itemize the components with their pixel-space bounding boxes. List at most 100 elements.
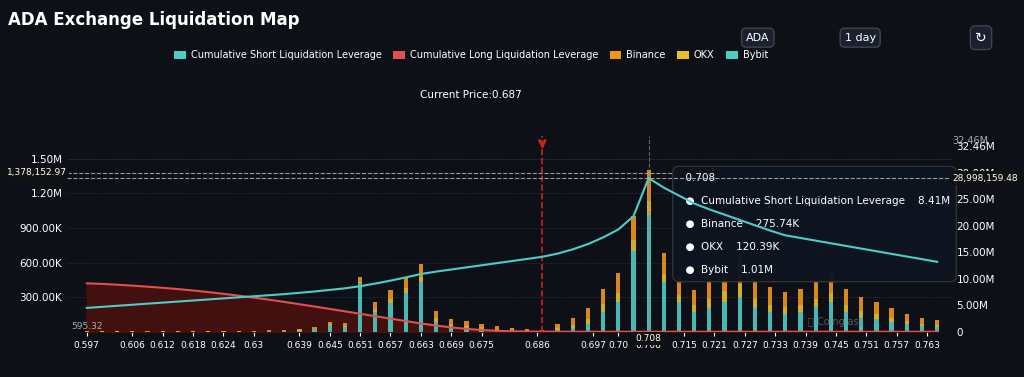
Bar: [813, 281, 818, 299]
Bar: [737, 297, 741, 332]
Bar: [312, 328, 316, 329]
Bar: [373, 302, 378, 309]
Bar: [828, 273, 833, 293]
Bar: [358, 284, 362, 332]
Bar: [282, 331, 287, 332]
Text: ADA Exchange Liquidation Map: ADA Exchange Liquidation Map: [8, 11, 300, 29]
Bar: [662, 274, 666, 282]
Bar: [388, 290, 392, 299]
Bar: [388, 303, 392, 332]
Text: Current Price:0.687: Current Price:0.687: [420, 90, 522, 101]
Bar: [464, 328, 469, 332]
Text: 595.32: 595.32: [72, 322, 103, 331]
Text: 💹 Coinglass: 💹 Coinglass: [808, 317, 864, 327]
Bar: [297, 330, 301, 331]
Bar: [495, 329, 499, 330]
Legend: Cumulative Short Liquidation Leverage, Cumulative Long Liquidation Leverage, Bin: Cumulative Short Liquidation Leverage, C…: [170, 46, 772, 64]
Bar: [358, 282, 362, 284]
Bar: [692, 305, 696, 312]
Bar: [343, 326, 347, 332]
Text: ADA: ADA: [746, 33, 769, 43]
Bar: [904, 321, 909, 324]
Bar: [328, 324, 332, 325]
Text: 1 day: 1 day: [845, 33, 876, 43]
Bar: [495, 330, 499, 332]
Bar: [373, 312, 378, 332]
Bar: [692, 312, 696, 332]
Bar: [768, 305, 772, 312]
Bar: [328, 322, 332, 324]
Bar: [403, 293, 408, 332]
Bar: [510, 330, 514, 332]
Bar: [343, 325, 347, 326]
Bar: [708, 308, 712, 332]
Bar: [358, 277, 362, 282]
Bar: [570, 328, 574, 332]
Bar: [737, 255, 741, 284]
Bar: [267, 331, 271, 332]
Bar: [586, 324, 590, 332]
Bar: [935, 325, 939, 327]
Bar: [662, 253, 666, 274]
Bar: [646, 215, 651, 332]
Bar: [828, 302, 833, 332]
Bar: [586, 319, 590, 324]
Bar: [737, 284, 741, 297]
Bar: [722, 267, 727, 291]
Bar: [601, 289, 605, 304]
Bar: [312, 329, 316, 332]
Bar: [646, 201, 651, 215]
Text: 1,378,152.97: 1,378,152.97: [6, 169, 67, 177]
Bar: [874, 319, 879, 332]
Text: 0.708

  ●  Cumulative Short Liquidation Leverage    8.41M

  ●  Binance    275.: 0.708 ● Cumulative Short Liquidation Lev…: [679, 173, 950, 276]
Bar: [677, 277, 681, 295]
Text: 32.46M: 32.46M: [952, 136, 988, 146]
Bar: [601, 304, 605, 312]
Bar: [616, 302, 621, 332]
Bar: [373, 309, 378, 312]
Bar: [343, 323, 347, 325]
Bar: [890, 317, 894, 322]
Bar: [692, 290, 696, 305]
Bar: [541, 331, 545, 332]
Bar: [890, 308, 894, 317]
Bar: [632, 240, 636, 251]
Bar: [799, 289, 803, 305]
Bar: [844, 305, 848, 312]
Bar: [844, 290, 848, 305]
Bar: [479, 327, 483, 329]
Bar: [783, 293, 787, 307]
Bar: [434, 318, 438, 322]
Bar: [586, 308, 590, 319]
Bar: [768, 312, 772, 332]
Bar: [753, 308, 757, 332]
Bar: [403, 288, 408, 293]
Bar: [753, 279, 757, 299]
Bar: [555, 328, 560, 330]
Bar: [450, 324, 454, 327]
Bar: [813, 307, 818, 332]
Bar: [525, 331, 529, 332]
Bar: [859, 297, 863, 311]
Bar: [495, 326, 499, 329]
Bar: [616, 293, 621, 302]
Bar: [403, 277, 408, 288]
Bar: [479, 329, 483, 332]
Bar: [783, 314, 787, 332]
Bar: [722, 291, 727, 302]
Bar: [859, 311, 863, 317]
Bar: [677, 295, 681, 302]
Bar: [419, 264, 423, 277]
Bar: [708, 299, 712, 308]
Bar: [662, 282, 666, 332]
Bar: [677, 302, 681, 332]
Bar: [632, 251, 636, 332]
Bar: [282, 330, 287, 331]
Bar: [753, 299, 757, 308]
Bar: [419, 277, 423, 282]
Bar: [904, 324, 909, 332]
Bar: [920, 326, 924, 332]
Bar: [920, 318, 924, 324]
Bar: [525, 329, 529, 330]
Bar: [708, 279, 712, 299]
